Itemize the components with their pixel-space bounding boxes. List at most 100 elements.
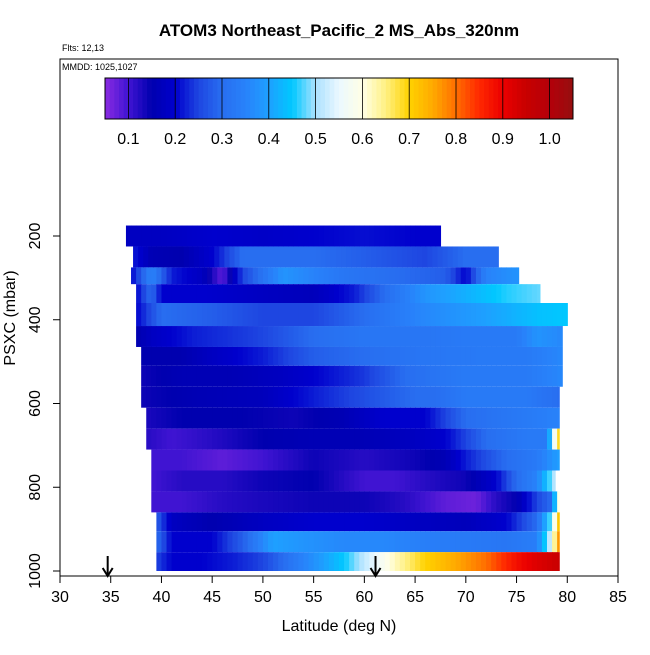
heatmap-cell [465, 365, 472, 387]
heatmap-cell [430, 365, 436, 387]
heatmap-cell [161, 346, 168, 366]
heatmap-cell [450, 512, 457, 532]
heatmap-cell [526, 449, 533, 471]
heatmap-cell [410, 407, 416, 429]
heatmap-cell [146, 225, 152, 247]
heatmap-cell [313, 491, 320, 513]
heatmap-cell [460, 326, 467, 347]
heatmap-cell [435, 326, 442, 347]
heatmap-cell [186, 365, 193, 387]
heatmap-cell [541, 470, 548, 492]
heatmap-cell [273, 303, 279, 327]
heatmap-cell [217, 449, 223, 471]
heatmap-cell [278, 531, 284, 553]
heatmap-cell [308, 225, 315, 247]
heatmap-cell [460, 386, 467, 408]
heatmap-cell [298, 552, 305, 571]
heatmap-cell [410, 284, 416, 303]
heatmap-cell [374, 428, 381, 450]
heatmap-row [151, 491, 560, 513]
heatmap-cell [275, 246, 281, 268]
heatmap-cell [425, 512, 431, 532]
heatmap-cell [333, 428, 340, 450]
heatmap-cell [283, 365, 289, 387]
heatmap-cell [176, 552, 183, 571]
colorbar-segment [367, 78, 373, 119]
heatmap-cell [516, 267, 520, 285]
heatmap-cell [278, 428, 284, 450]
heatmap-cell [333, 512, 340, 532]
heatmap-cell [176, 303, 183, 327]
heatmap-cell [475, 284, 482, 303]
heatmap-cell [481, 284, 487, 303]
heatmap-cell [557, 303, 563, 327]
plot-frame [59, 58, 619, 577]
heatmap-cell [481, 346, 487, 366]
heatmap-cell [318, 470, 325, 492]
colorbar-segment [236, 78, 242, 119]
colorbar-segment [479, 78, 485, 119]
heatmap-cell [394, 428, 401, 450]
heatmap-cell [415, 470, 421, 492]
heatmap-cell [212, 407, 218, 429]
colorbar-segment [376, 78, 382, 119]
heatmap-cell [318, 386, 325, 408]
heatmap-cell [186, 225, 193, 247]
heatmap-cell [242, 449, 249, 471]
y-tick-label: 600 [27, 390, 44, 417]
heatmap-cell [339, 346, 345, 366]
colorbar-segment [217, 78, 223, 119]
heatmap-row [146, 407, 560, 429]
heatmap-cell [404, 284, 411, 303]
heatmap-cell [359, 512, 365, 532]
heatmap-cell [212, 346, 218, 366]
heatmap-cell [401, 246, 408, 268]
heatmap-cell [323, 531, 330, 553]
heatmap-cell [273, 470, 279, 492]
heatmap-cell [450, 449, 457, 471]
heatmap-cell [273, 491, 279, 513]
heatmap-cell [410, 326, 416, 347]
heatmap-row [136, 303, 568, 327]
heatmap-cell [202, 346, 208, 366]
heatmap-cell [465, 407, 472, 429]
heatmap-cell [229, 246, 236, 268]
colorbar-segment [549, 78, 555, 119]
heatmap-cell [521, 386, 528, 408]
heatmap-cell [526, 428, 533, 450]
heatmap-cell [435, 386, 442, 408]
heatmap-cell [176, 512, 183, 532]
heatmap-cell [242, 428, 249, 450]
heatmap-cell [151, 303, 157, 327]
heatmap-cell [541, 386, 548, 408]
heatmap-cell [415, 365, 421, 387]
heatmap-cell [506, 428, 513, 450]
heatmap-cell [207, 346, 213, 366]
heatmap-cell [247, 512, 254, 532]
heatmap-cell [237, 531, 244, 553]
heatmap-cell [171, 512, 178, 532]
heatmap-cell [222, 428, 228, 450]
heatmap-cell [536, 284, 541, 303]
heatmap-cell [475, 449, 482, 471]
heatmap-cell [491, 491, 497, 513]
heatmap-cell [262, 267, 269, 285]
heatmap-cell [303, 552, 310, 571]
heatmap-cell [237, 365, 244, 387]
heatmap-cell [425, 267, 431, 285]
heatmap-cell [143, 246, 149, 268]
heatmap-cell [328, 386, 335, 408]
heatmap-cell [384, 303, 391, 327]
colorbar-segment [404, 78, 410, 119]
heatmap-cell [501, 346, 507, 366]
heatmap-cell [506, 470, 513, 492]
heatmap-cell [141, 225, 147, 247]
colorbar-segment [320, 78, 326, 119]
heatmap-cell [328, 470, 335, 492]
heatmap-cell [501, 449, 507, 471]
heatmap-cell [146, 303, 152, 327]
heatmap-cell [491, 326, 497, 347]
heatmap-cell [232, 428, 239, 450]
heatmap-cell [217, 326, 223, 347]
heatmap-cell [546, 512, 553, 532]
